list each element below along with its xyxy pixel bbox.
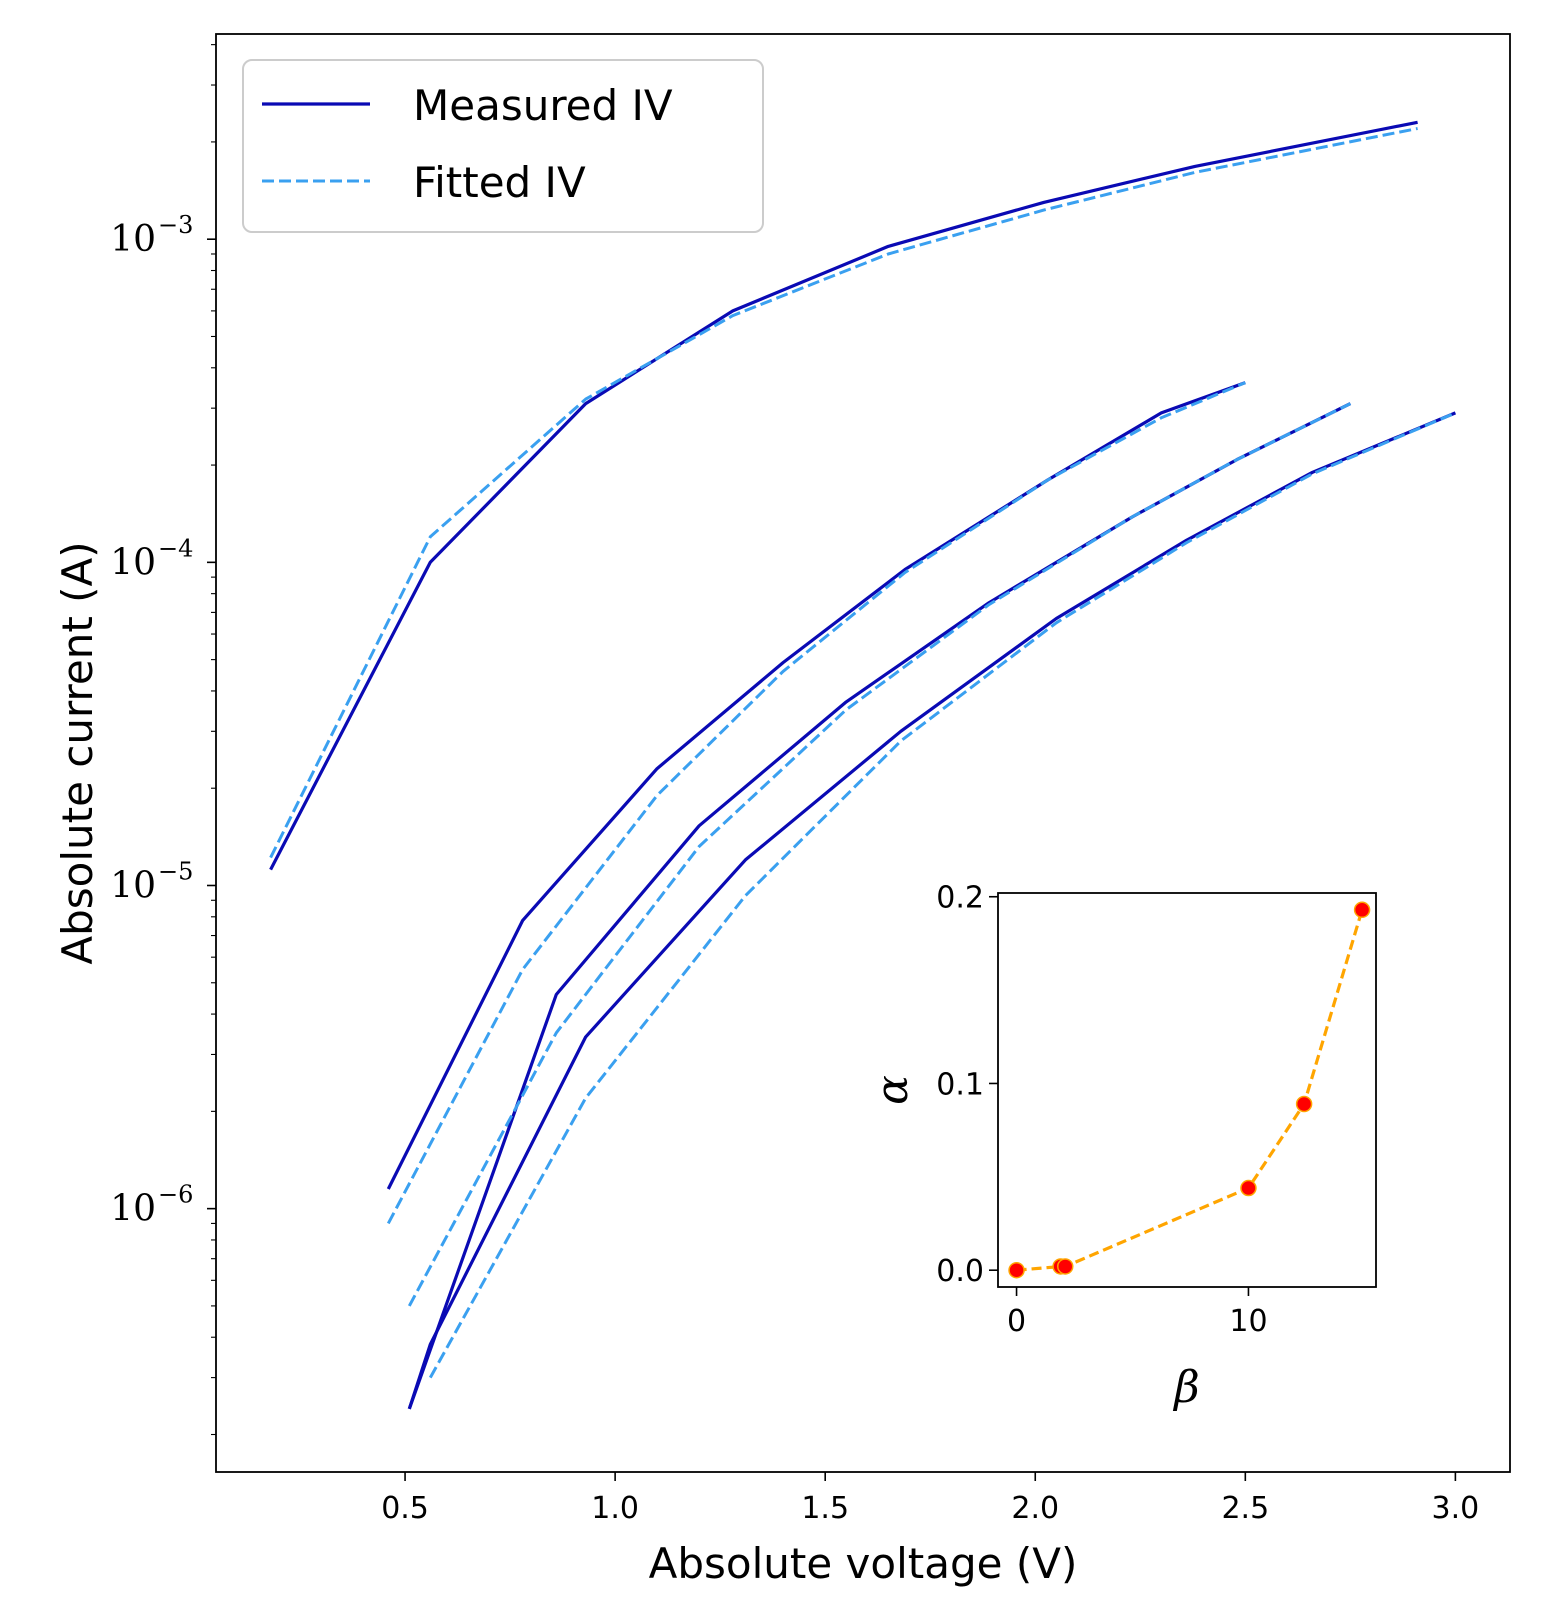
y-tick-label: 10	[110, 542, 156, 583]
y-tick-label-exponent: −4	[158, 534, 193, 562]
inset-y-tick-label: 0.2	[936, 881, 984, 916]
x-tick-label: 3.0	[1432, 1491, 1480, 1526]
inset-data-point	[1240, 1179, 1257, 1197]
inset-plot-frame	[997, 892, 1377, 1288]
x-tick-label: 2.0	[1011, 1491, 1059, 1526]
series-line-fitted-curve-3	[407, 402, 1352, 1307]
inset-plot: 0 10 0.0 0.1 0.2 β α	[867, 881, 1377, 1413]
inset-data-point	[1008, 1261, 1025, 1279]
series-line-measured-curve-1	[269, 120, 1418, 871]
y-tick-label: 10	[110, 1189, 156, 1230]
x-tick-label: 1.0	[591, 1491, 639, 1526]
inset-x-tick-label: 10	[1229, 1304, 1267, 1339]
main-y-axis: 10−310−410−510−6	[110, 44, 216, 1436]
y-tick-label-exponent: −3	[158, 211, 193, 239]
main-y-axis-title: Absolute current (A)	[53, 541, 102, 964]
series-line-measured-curve-4	[407, 411, 1457, 1410]
legend: Measured IV Fitted IV	[242, 59, 764, 233]
inset-x-tick-label: 0	[1007, 1304, 1026, 1339]
y-tick-label: 10	[110, 865, 156, 906]
inset-x-axis: 0 10	[1007, 1287, 1268, 1339]
legend-label-fitted: Fitted IV	[413, 158, 586, 207]
inset-y-axis-title: α	[867, 1075, 918, 1105]
series-line-fitted-curve-4	[428, 411, 1456, 1379]
inset-y-tick-label: 0.0	[936, 1254, 984, 1289]
inset-data-point	[1353, 901, 1371, 919]
x-tick-label: 2.5	[1221, 1491, 1269, 1526]
main-x-axis: 0.5 1.0 1.5 2.0 2.5 3.0	[381, 1472, 1479, 1526]
inset-x-axis-title: β	[1172, 1362, 1199, 1413]
y-tick-label-exponent: −6	[158, 1181, 193, 1209]
y-tick-label: 10	[110, 219, 156, 260]
main-x-axis-title: Absolute voltage (V)	[649, 1539, 1078, 1588]
legend-label-measured: Measured IV	[413, 81, 673, 130]
legend-frame	[242, 59, 764, 233]
main-plot-frame	[215, 33, 1511, 1473]
inset-series-layer	[1008, 901, 1371, 1279]
x-tick-label: 1.5	[801, 1491, 849, 1526]
inset-y-tick-label: 0.1	[936, 1067, 984, 1102]
y-tick-label-exponent: −5	[158, 857, 193, 885]
series-line-fitted-curve-2	[386, 381, 1246, 1225]
main-series-layer	[269, 120, 1457, 1410]
inset-data-point	[1057, 1258, 1074, 1275]
series-line-fitted-curve-1	[269, 127, 1418, 859]
inset-data-point	[1295, 1095, 1313, 1113]
inset-background	[998, 893, 1376, 1287]
series-line-measured-curve-2	[386, 381, 1246, 1190]
inset-y-axis: 0.0 0.1 0.2	[936, 881, 998, 1289]
x-tick-label: 0.5	[381, 1491, 429, 1526]
main-plot: 0.5 1.0 1.5 2.0 2.5 3.0 10−310−410−510−6 Abso…	[53, 33, 1511, 1588]
